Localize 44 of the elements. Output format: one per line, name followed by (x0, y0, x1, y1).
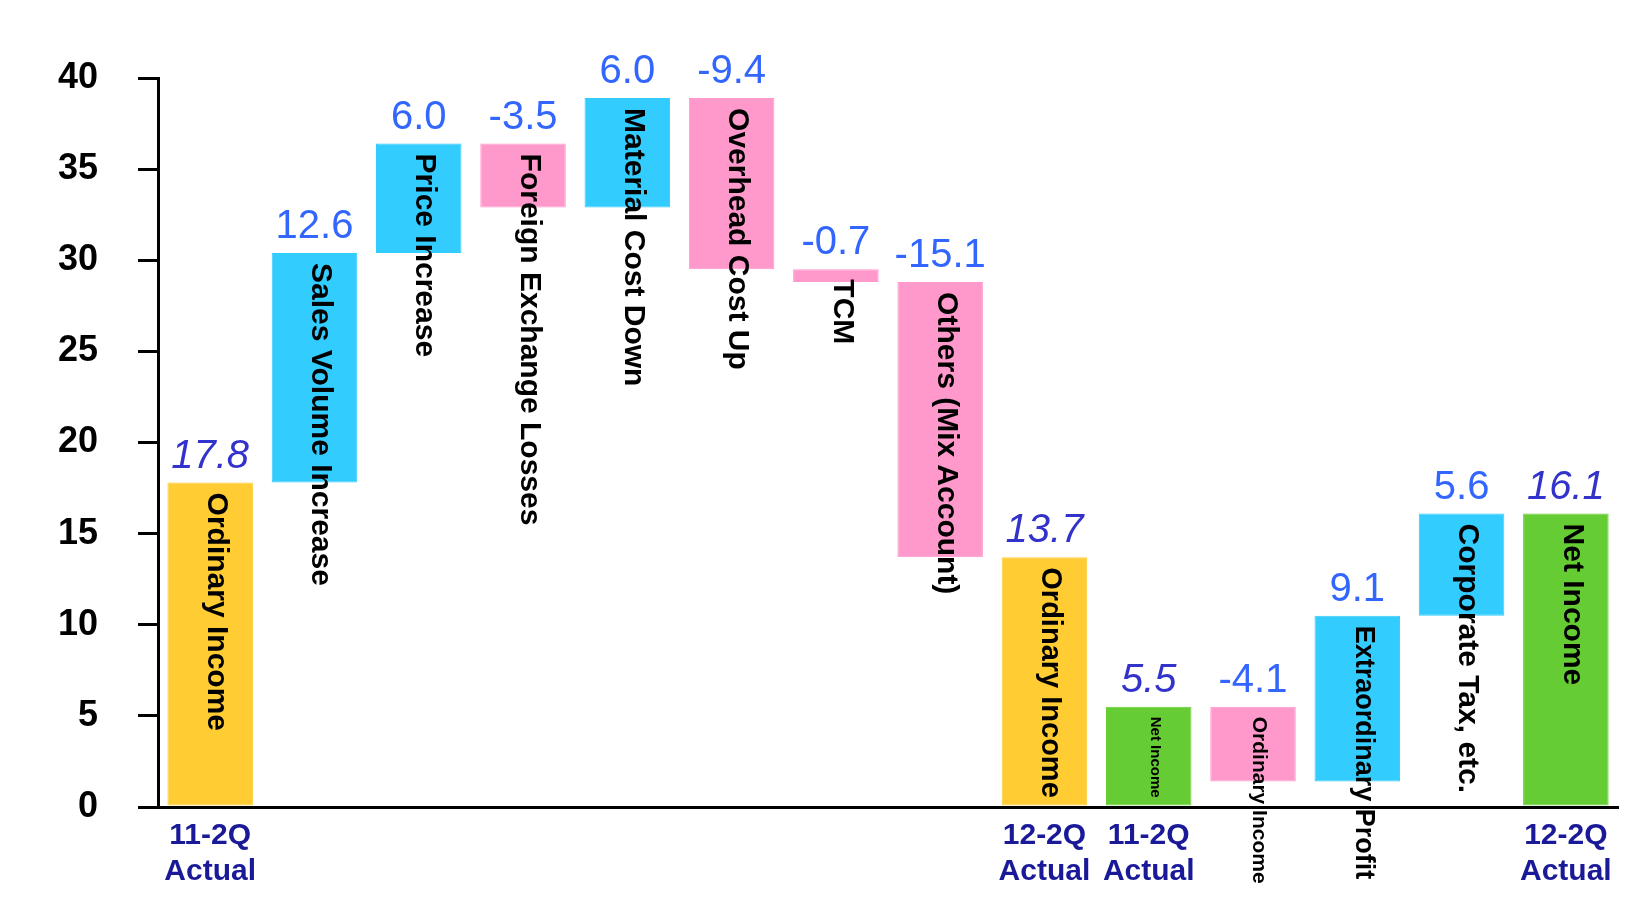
data-label: 6.0 (390, 92, 447, 137)
data-label: 13.7 (1005, 506, 1086, 551)
data-label: -9.4 (697, 47, 767, 92)
annotation: Net Income (1557, 523, 1591, 686)
y-tick-label: 25 (58, 328, 99, 370)
y-tick-label: 0 (78, 783, 99, 825)
x-tick-label: 12-2Q Actual (998, 817, 1091, 887)
data-label: 12.6 (275, 201, 354, 246)
x-tick-label: 12-2Q Actual (1520, 817, 1612, 887)
annotation: Extraordinary Profit (1349, 625, 1380, 880)
data-label: 17.8 (171, 431, 250, 476)
annotation: Ordinary Income (1036, 567, 1069, 798)
bar (1105, 706, 1192, 806)
data-label: 6.0 (599, 47, 656, 92)
annotation: Net Income (1147, 716, 1165, 798)
annotation: Ordinary Income (201, 492, 235, 731)
x-tick-label: 11-2Q Actual (1102, 817, 1195, 887)
bar (1523, 513, 1609, 806)
data-label: 9.1 (1329, 564, 1386, 609)
data-label: 5.6 (1433, 462, 1490, 507)
data-label: -15.1 (894, 231, 986, 276)
y-tick-label: 30 (58, 237, 99, 279)
bar (167, 482, 253, 806)
data-label: -4.1 (1218, 655, 1288, 700)
data-label: -3.5 (488, 92, 558, 137)
annotation: Others (Mix Account) (931, 292, 965, 595)
y-tick-label: 40 (58, 54, 99, 96)
y-tick-label: 35 (58, 146, 99, 188)
annotation: Price Increase (410, 153, 444, 358)
annotation: Material Cost Down (619, 108, 653, 387)
data-label: 16.1 (1526, 462, 1605, 507)
x-tick-label: 11-2Q Actual (164, 817, 257, 887)
annotation: TCM (827, 279, 861, 345)
y-tick-label: 5 (78, 692, 99, 734)
annotation: Ordinary Income (1249, 716, 1273, 884)
data-label: -0.7 (801, 218, 871, 263)
annotation: Overhead Cost Up (723, 108, 757, 370)
annotation: Sales Volume Increase (306, 262, 340, 586)
data-label: 5.5 (1120, 655, 1178, 700)
y-tick-label: 15 (58, 510, 99, 552)
y-tick-label: 20 (58, 419, 99, 461)
y-tick-label: 10 (58, 601, 99, 643)
annotation: Corporate Tax, etc. (1453, 523, 1487, 794)
annotation: Foreign Exchange Losses (514, 153, 548, 526)
